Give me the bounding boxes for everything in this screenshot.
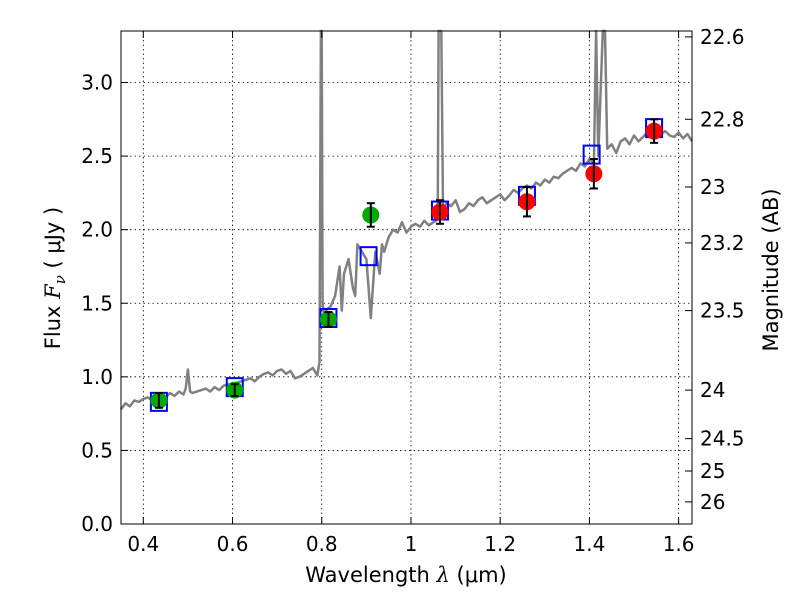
y-tick-label: 0.5 — [81, 438, 113, 462]
x-axis-title: Wavelength λ (μm) — [305, 563, 506, 587]
x-tick-label: 0.4 — [127, 532, 159, 556]
x-tick-label: 1.4 — [573, 532, 605, 556]
y-tick-label: 1.0 — [81, 365, 113, 389]
y2-tick-label: 23.2 — [700, 231, 745, 255]
y2-tick-label: 22.8 — [700, 107, 745, 131]
y2-tick-label: 22.6 — [700, 25, 745, 49]
y2-tick-label: 24.5 — [700, 427, 745, 451]
x-tick-label: 1.2 — [484, 532, 516, 556]
x-tick-label: 0.8 — [306, 532, 338, 556]
y-tick-label: 1.5 — [81, 291, 113, 315]
model-square-marker — [582, 144, 601, 165]
y-tick-label: 3.0 — [81, 71, 113, 95]
plot-area — [120, 29, 694, 412]
x-tick-label: 1 — [405, 532, 418, 556]
y-tick-label: 2.0 — [81, 218, 113, 242]
axis-ticks: 0.4 0.6 0.8 1 1.2 1.4 1.6 0.0 0.5 1.0 1.5 2.0 2.5 3.0… — [81, 25, 744, 556]
x-tick-label: 0.6 — [217, 532, 249, 556]
y2-tick-label: 24 — [700, 378, 725, 402]
y2-tick-label: 25 — [700, 459, 725, 483]
model-square-marker — [359, 246, 378, 267]
y-tick-label: 0.0 — [81, 512, 113, 536]
spectrum-line — [120, 29, 694, 410]
y2-tick-label: 23 — [700, 175, 725, 199]
y-axis-title: Flux Fν ( μJy ) — [41, 207, 69, 349]
plot-frame — [120, 30, 693, 525]
x-tick-label: 1.6 — [663, 532, 695, 556]
y-tick-label: 2.5 — [81, 144, 113, 168]
y2-tick-label: 26 — [700, 490, 725, 514]
grid-lines — [121, 31, 692, 525]
right-axis-title: Magnitude (AB) — [759, 188, 783, 351]
y2-tick-label: 23.5 — [700, 299, 745, 323]
